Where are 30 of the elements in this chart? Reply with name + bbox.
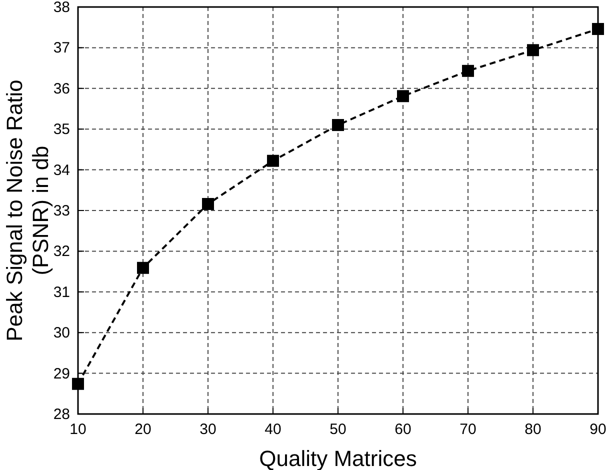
x-tick-label: 80	[524, 421, 542, 438]
x-tick-label: 20	[134, 421, 152, 438]
point	[72, 378, 84, 390]
x-tick-label: 50	[330, 421, 346, 438]
x-tick-label: 60	[394, 421, 412, 438]
point	[527, 44, 539, 56]
x-tick-label: 70	[460, 421, 476, 438]
y-tick-label: 30	[53, 324, 70, 342]
point	[267, 154, 279, 167]
point	[592, 22, 604, 35]
y-tick-label: 38	[53, 0, 70, 16]
y-tick-label: 36	[53, 80, 70, 98]
x-tick-label: 90	[590, 421, 606, 438]
y-tick-label: 32	[53, 243, 70, 260]
x-tick-label: 40	[264, 421, 282, 438]
point	[332, 119, 344, 132]
y-axis-title: Peak Signal to Noise Ratio (PSNR) in db	[2, 80, 53, 342]
x-tick-label: 30	[200, 421, 216, 438]
y-tick-label: 31	[53, 284, 70, 301]
y-tick-label: 37	[53, 40, 70, 57]
point	[202, 198, 214, 210]
y-tick-label: 35	[53, 121, 70, 138]
y-tick-label: 33	[53, 202, 70, 220]
y-tick-label: 29	[53, 365, 70, 382]
point	[397, 90, 409, 102]
y-tick-label: 28	[53, 406, 70, 423]
x-tick-label: 10	[70, 421, 86, 438]
point	[137, 262, 149, 274]
y-tick-label: 34	[53, 162, 70, 179]
point	[462, 64, 474, 77]
